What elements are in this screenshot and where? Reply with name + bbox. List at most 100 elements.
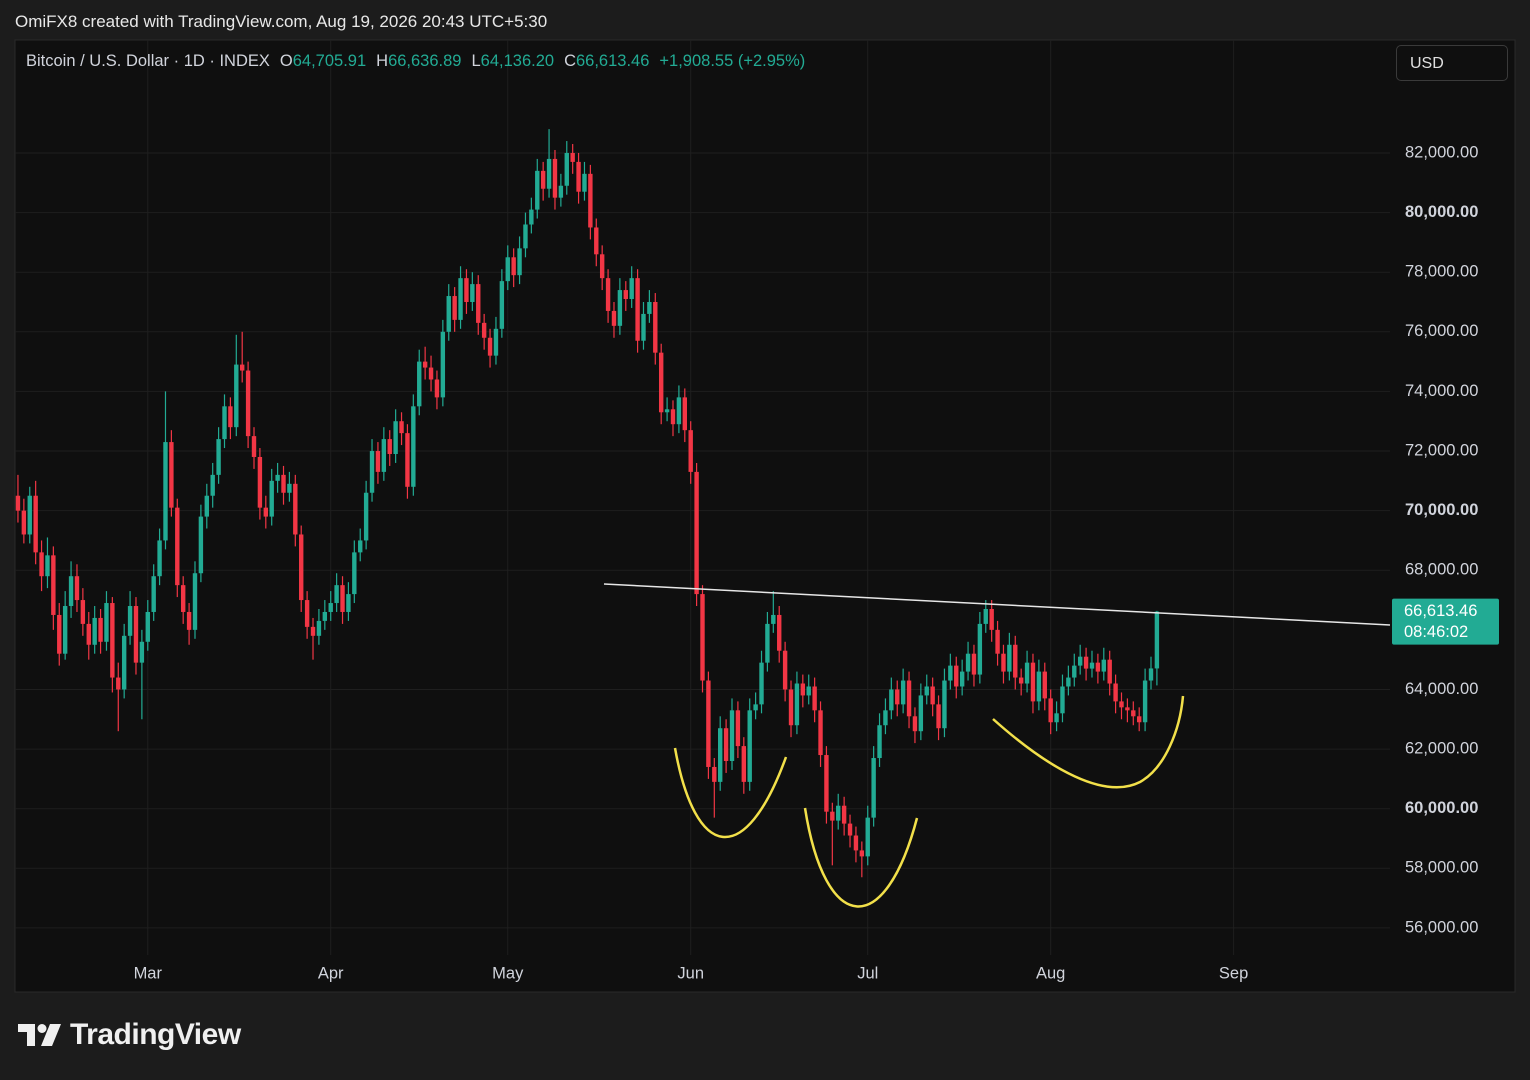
candle-body [505, 257, 510, 282]
ohlc-value: 66,613.46 [575, 52, 650, 70]
candle-body [1036, 671, 1042, 702]
x-tick-label: Aug [1036, 964, 1065, 982]
candle-body [1072, 665, 1077, 678]
candle-body [145, 611, 150, 642]
candle-body [653, 301, 658, 353]
candle-body [995, 629, 1000, 654]
candle-body [251, 436, 257, 457]
candle-body [358, 540, 363, 553]
y-tick-label: 78,000.00 [1405, 263, 1478, 281]
neckline [603, 583, 1391, 626]
candle-body [759, 662, 764, 705]
candle-body [1148, 668, 1154, 681]
candle-body [594, 227, 599, 255]
candle-body [877, 725, 882, 759]
candle-body [588, 173, 593, 228]
candle-body [39, 552, 44, 577]
candle-body [676, 397, 682, 425]
y-tick-label: 68,000.00 [1405, 561, 1478, 579]
candle-body [747, 710, 752, 782]
candle-body [1142, 680, 1148, 723]
candle-body [623, 290, 628, 300]
candle-body [381, 439, 387, 472]
candle-body [15, 495, 21, 511]
candle-body [517, 248, 522, 276]
last-price-label: 66,613.46 [1404, 602, 1477, 620]
candle-body [700, 594, 705, 681]
candle-body [670, 409, 676, 425]
candle-body [971, 653, 977, 675]
candle-body [782, 650, 788, 690]
candle-body [57, 614, 62, 654]
candle-body [198, 516, 204, 574]
currency-button[interactable]: USD [1396, 45, 1508, 81]
candle-body [664, 409, 670, 413]
candle-body [540, 170, 546, 189]
candle-body [1136, 716, 1142, 723]
last-price-box [1392, 598, 1499, 645]
candle-body [771, 614, 776, 624]
candle-body [281, 474, 286, 493]
y-tick-label: 60,000.00 [1405, 799, 1478, 817]
candle-body [228, 406, 233, 428]
candle-body [830, 811, 835, 821]
y-tick-label: 56,000.00 [1405, 918, 1478, 936]
x-tick-label: Sep [1219, 964, 1248, 982]
x-tick-label: Jun [677, 964, 704, 982]
candle-body [965, 653, 971, 672]
logo-mark [18, 1024, 61, 1046]
grid [15, 40, 1390, 955]
candle-body [1007, 644, 1012, 672]
candle-body [599, 254, 605, 279]
candle-body [924, 686, 929, 696]
candle-body [458, 278, 463, 320]
y-tick-label: 76,000.00 [1405, 322, 1478, 340]
candle-body [800, 683, 806, 696]
candle-body [51, 555, 56, 615]
left-shoulder-curve [673, 747, 788, 839]
candle-body [989, 608, 994, 630]
candle-body [682, 397, 687, 431]
candle-body [169, 442, 174, 508]
candle-body [74, 576, 80, 601]
candle-body [1001, 653, 1006, 672]
candle-body [900, 680, 906, 705]
candle-body [794, 683, 800, 726]
y-tick-label: 70,000.00 [1405, 501, 1478, 519]
candle-body [180, 585, 186, 612]
candle-body [363, 492, 369, 541]
candle-body [1119, 701, 1124, 708]
candle-body [257, 456, 263, 508]
candle-body [1101, 659, 1106, 672]
y-tick-label: 80,000.00 [1405, 203, 1478, 221]
ohlc-value: 64,136.20 [480, 52, 555, 70]
chart: 56,000.00 58,000.00 60,000.00 62,000.00 64,0… [14, 39, 1516, 993]
candle-body [245, 370, 251, 437]
candle-body [576, 161, 581, 192]
candle-body [824, 755, 829, 812]
candle-body [765, 623, 770, 663]
candle-body [605, 278, 611, 311]
candle-body [234, 364, 239, 428]
candle-body [529, 209, 534, 225]
candle-body [346, 594, 351, 612]
ohlc-value: 66,636.89 [388, 52, 462, 70]
change: +1,908.55 (+2.95%) [659, 52, 806, 70]
candle-body [688, 430, 693, 472]
candle-body [1054, 713, 1059, 723]
candle-body [523, 224, 528, 249]
candle-body [841, 805, 847, 824]
candle-body [239, 364, 245, 371]
candle-body [92, 617, 97, 645]
candle-body [777, 614, 782, 651]
x-tick-label: Mar [134, 964, 163, 982]
candle-body [552, 158, 558, 198]
candle-body [470, 284, 475, 302]
candle-body [316, 620, 322, 636]
candle-body [139, 641, 145, 663]
candle-body [375, 451, 381, 472]
candle-body [853, 835, 859, 851]
candle-body [446, 296, 451, 332]
candle-body [121, 635, 127, 690]
